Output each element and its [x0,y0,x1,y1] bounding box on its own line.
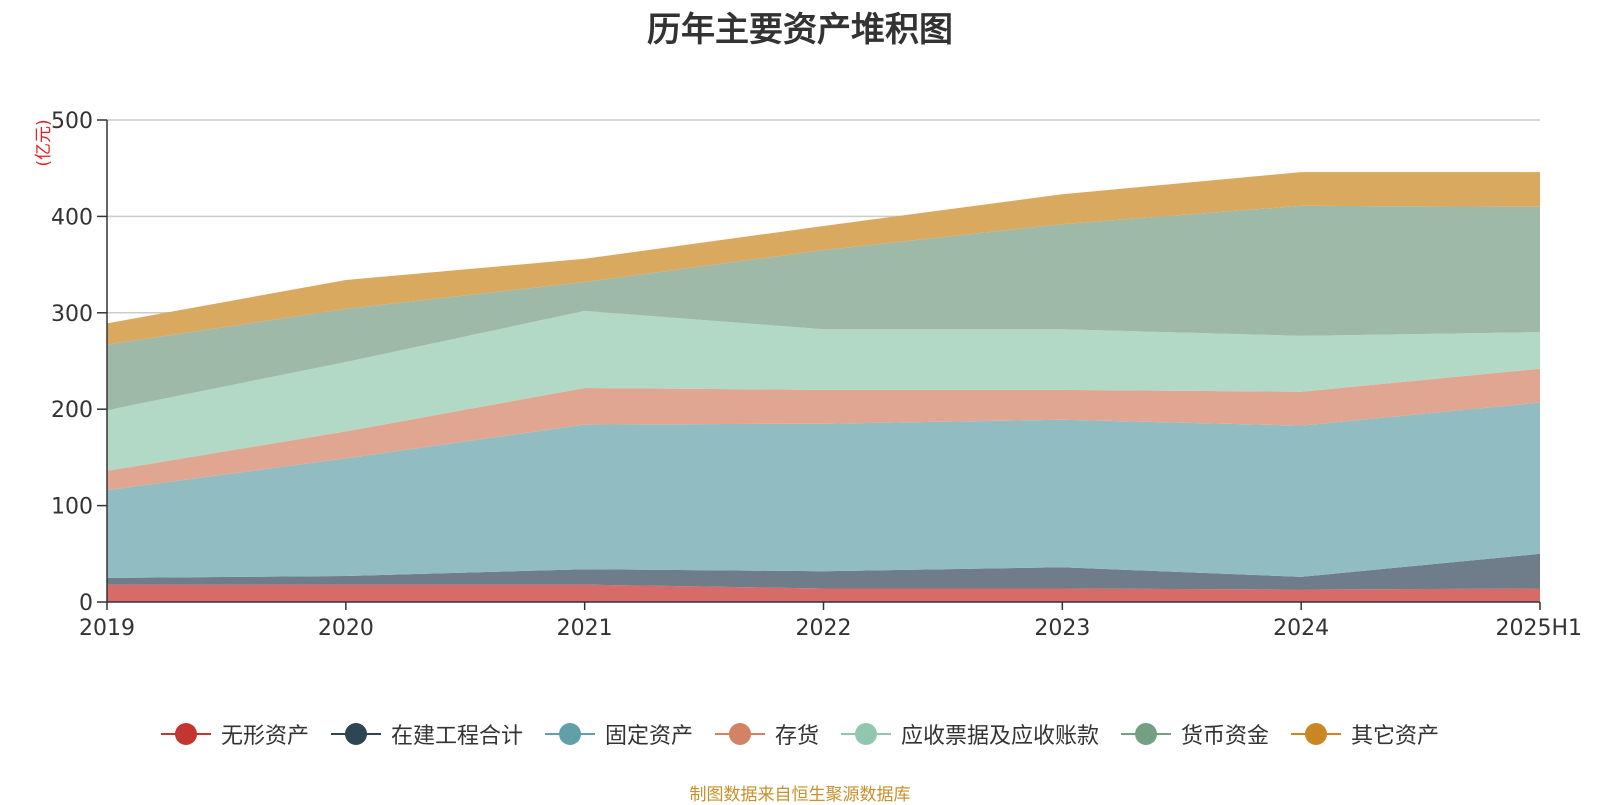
y-tick-label: 100 [51,495,93,520]
area-layer [107,172,1540,602]
x-tick-label: 2023 [1034,616,1090,641]
legend-item-2[interactable]: 固定资产 [544,718,693,750]
area-series-0 [107,584,1540,602]
legend-item-6[interactable]: 其它资产 [1291,718,1439,750]
area-series-5 [107,205,1540,411]
legend-label: 无形资产 [220,724,309,749]
x-tick-label: 2025H1 [1495,616,1582,641]
x-tick-label: 2019 [79,616,135,641]
area-series-3 [107,368,1540,491]
y-unit-label: (亿元) [34,119,54,166]
legend-label: 应收票据及应收账款 [901,724,1100,749]
legend: 无形资产 在建工程合计 固定资产 存货 应收票据及应收账款 货币资金 其它资产 [0,718,1600,750]
y-tick-label: 300 [51,302,93,327]
legend-item-5[interactable]: 货币资金 [1121,718,1269,750]
area-series-1 [107,553,1540,590]
source-note: 制图数据来自恒生聚源数据库 [689,785,911,805]
x-tick-label: 2021 [557,616,613,641]
x-tick-label: 2020 [318,616,374,641]
y-tick-label: 500 [51,109,93,134]
x-tick-label: 2024 [1273,616,1329,641]
legend-label: 其它资产 [1351,724,1440,749]
legend-label: 货币资金 [1181,724,1270,749]
legend-marker-icon [1121,722,1172,746]
y-tick-label: 200 [51,398,93,423]
legend-marker-icon [714,722,765,746]
legend-item-4[interactable]: 应收票据及应收账款 [841,718,1099,750]
legend-marker-icon [841,722,891,746]
area-series-4 [107,310,1540,471]
y-tick-label: 0 [79,591,93,616]
chart-plot: 0 100 200 300 400 500 2019 2020 2021 2022 2023 2024… [34,109,1582,641]
area-series-2 [107,402,1540,578]
legend-label: 固定资产 [604,724,693,749]
legend-item-0[interactable]: 无形资产 [160,718,309,750]
legend-marker-icon [1291,722,1342,746]
x-tick-label: 2022 [796,616,852,641]
legend-marker-icon [330,722,381,746]
y-tick-label: 400 [51,205,93,230]
legend-label: 存货 [774,724,819,749]
area-series-6 [107,172,1540,345]
legend-marker-icon [544,722,595,746]
legend-label: 在建工程合计 [390,724,523,749]
axis-layer: 0 100 200 300 400 500 2019 2020 2021 2022 2023 2024… [51,109,1582,641]
legend-marker-icon [160,722,211,746]
legend-item-1[interactable]: 在建工程合计 [330,718,523,750]
legend-item-3[interactable]: 存货 [714,718,819,750]
chart-title: 历年主要资产堆积图 [647,10,953,50]
